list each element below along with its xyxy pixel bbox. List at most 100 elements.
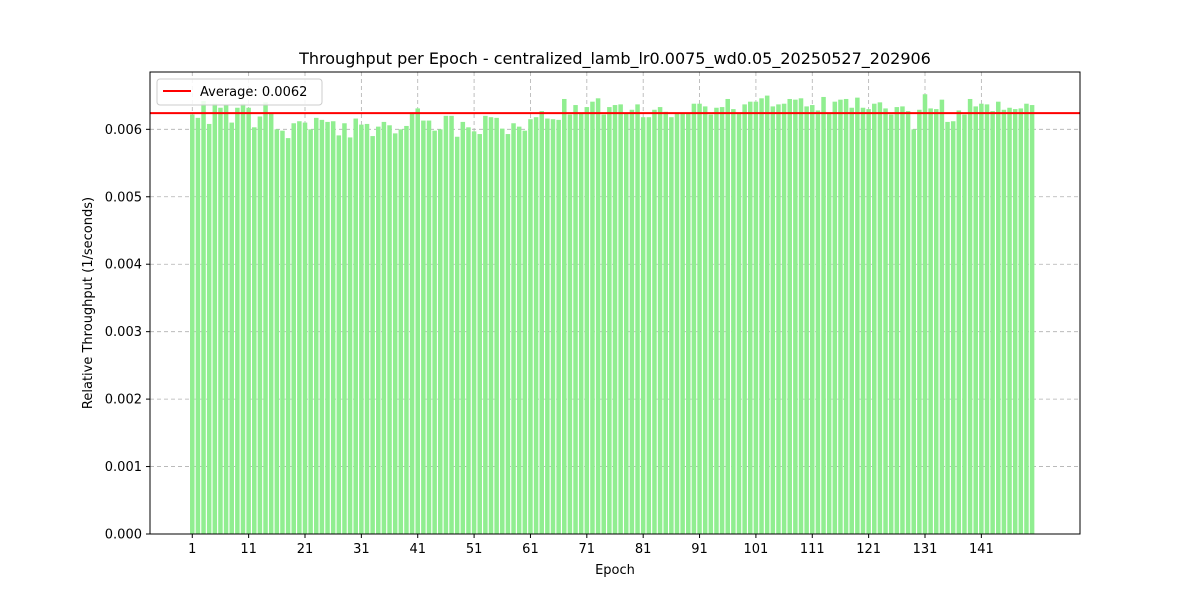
bar	[640, 117, 646, 534]
bar	[223, 105, 229, 535]
bar	[578, 113, 584, 535]
bar	[415, 108, 420, 534]
bar	[449, 115, 454, 534]
bar	[488, 117, 494, 534]
bar	[922, 94, 928, 535]
bar	[218, 107, 223, 535]
bar	[945, 121, 950, 535]
y-tick-label: 0.003	[105, 325, 142, 340]
bar	[376, 126, 381, 535]
bar	[477, 134, 482, 535]
bar	[956, 110, 962, 535]
bar	[810, 105, 815, 535]
bar	[979, 103, 984, 534]
bar	[387, 125, 392, 535]
bar	[872, 103, 877, 534]
x-tick-label: 41	[409, 542, 426, 557]
bar	[894, 107, 900, 534]
bar	[860, 107, 866, 535]
bar	[539, 111, 544, 534]
bar	[984, 104, 990, 535]
bar	[691, 103, 697, 534]
bar	[855, 97, 860, 534]
bar	[826, 113, 832, 535]
bar	[939, 99, 945, 534]
bar	[657, 107, 663, 534]
bar	[669, 117, 674, 534]
bar	[781, 103, 787, 534]
bar	[330, 121, 336, 534]
bar	[370, 136, 375, 534]
x-tick-label: 11	[240, 542, 257, 557]
x-tick-label: 81	[635, 542, 652, 557]
bar	[584, 107, 590, 534]
bar	[556, 119, 561, 534]
bar	[928, 108, 933, 534]
bar	[235, 107, 240, 535]
bar	[381, 121, 387, 535]
bar	[652, 109, 657, 534]
bar	[291, 123, 296, 534]
bar	[1024, 103, 1029, 534]
bar	[849, 107, 854, 535]
bar	[426, 120, 432, 535]
bar	[545, 118, 550, 534]
bar	[319, 119, 325, 534]
bar	[714, 107, 719, 535]
bar	[787, 98, 792, 535]
y-tick-label: 0.005	[105, 190, 142, 205]
bar	[438, 129, 443, 534]
x-tick-label: 131	[913, 542, 938, 557]
bar	[268, 113, 274, 535]
bar	[612, 105, 618, 535]
x-tick-label: 51	[466, 542, 483, 557]
bar	[950, 121, 956, 534]
bar	[353, 118, 358, 534]
bar	[494, 117, 499, 535]
bar	[646, 117, 652, 534]
bar	[917, 109, 922, 534]
bar	[680, 112, 685, 534]
bar	[404, 125, 409, 534]
bar	[550, 119, 556, 535]
bar	[793, 99, 798, 534]
chart-title: Throughput per Epoch - centralized_lamb_…	[298, 49, 931, 69]
bar	[905, 111, 911, 534]
x-tick-label: 101	[743, 542, 768, 557]
bar	[201, 101, 206, 534]
bar	[466, 127, 471, 534]
bar	[697, 103, 702, 534]
legend-average-label: Average: 0.0062	[200, 85, 307, 100]
bar	[325, 121, 330, 535]
bar	[347, 137, 353, 535]
bar	[314, 117, 319, 535]
bar	[753, 101, 759, 535]
bar	[392, 133, 398, 534]
bar	[967, 98, 973, 535]
bar	[674, 113, 680, 535]
bar	[776, 104, 781, 535]
bar	[308, 129, 313, 534]
y-axis-label: Relative Throughput (1/seconds)	[81, 197, 96, 409]
bar	[533, 117, 539, 534]
bar	[686, 113, 691, 535]
bar	[934, 109, 939, 535]
y-tick-label: 0.001	[105, 460, 142, 475]
x-axis: 1 11 21 31 41 51 61 71 81 91 101 111 121 131 141	[188, 534, 994, 557]
bar	[838, 99, 843, 534]
bar	[759, 98, 764, 534]
bar	[246, 107, 251, 535]
bar	[990, 111, 995, 534]
bar	[843, 98, 849, 535]
bar	[708, 114, 714, 534]
bar	[483, 115, 488, 534]
bar	[364, 123, 370, 534]
x-tick-label: 21	[297, 542, 314, 557]
bar	[883, 108, 888, 534]
bar	[1018, 108, 1024, 534]
bar	[973, 106, 978, 534]
bar	[832, 101, 838, 535]
bar	[624, 113, 629, 535]
bar	[516, 126, 522, 535]
